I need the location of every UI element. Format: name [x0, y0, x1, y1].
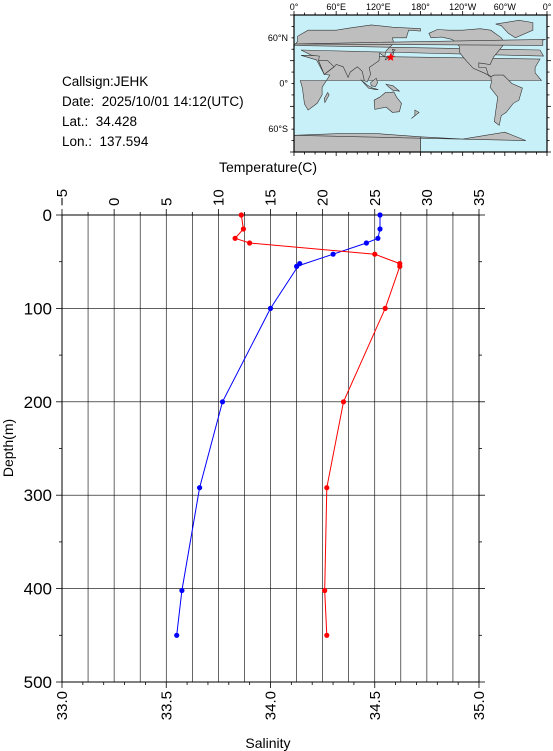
salinity-axis-label: Salinity	[245, 735, 290, 751]
salinity-point	[382, 305, 388, 311]
temperature-tick-label: 20	[315, 189, 332, 206]
temperature-point	[375, 235, 381, 241]
temperature-point	[377, 226, 383, 232]
salinity-tick-label: 34.5	[367, 691, 384, 720]
temperature-tick-label: 0	[106, 198, 123, 206]
map-lat-label: 60°N	[268, 33, 288, 43]
salinity-line	[234, 214, 401, 636]
callsign-label: Callsign:JEHK	[62, 74, 149, 89]
salinity-tick-label: 35.0	[471, 691, 488, 720]
world-map: 0° 60°E 120°E 180° 120°W 60°W 0° 60°N 0° 60°S	[268, 2, 552, 156]
depth-axis: 0 100 200 300 400 500	[24, 206, 485, 692]
salinity-tick-label: 33.5	[158, 691, 175, 720]
longitude-label: Lon.: 137.594	[62, 134, 149, 149]
temperature-tick-label: 30	[419, 189, 436, 206]
station-info: Callsign:JEHK Date: 2025/10/01 14:12(UTC…	[62, 72, 244, 152]
station-star-icon	[386, 52, 396, 62]
salinity-point	[232, 235, 238, 241]
temperature-axis: −5 0 5 10 15 20 25 30 35	[54, 189, 488, 215]
map-lon-label: 60°E	[326, 2, 346, 12]
map-lat-label: 0°	[279, 79, 288, 89]
depth-axis-label: Depth(m)	[0, 419, 16, 477]
temperature-point	[179, 587, 185, 594]
temperature-point	[197, 485, 203, 491]
map-lon-label: 120°W	[449, 2, 477, 12]
map-lon-label: 120°E	[366, 2, 391, 12]
salinity-point	[372, 251, 378, 257]
salinity-point	[324, 485, 330, 491]
salinity-point	[324, 632, 330, 638]
salinity-series	[232, 212, 403, 638]
temperature-point	[219, 399, 226, 405]
temperature-point	[267, 305, 274, 311]
salinity-tick-label: 34.0	[263, 691, 280, 720]
salinity-point	[340, 399, 347, 405]
land-mass	[489, 74, 523, 126]
map-lon-label: 60°W	[494, 2, 517, 12]
depth-tick-label: 400	[24, 580, 52, 599]
depth-tick-label: 0	[43, 206, 52, 225]
depth-tick-label: 200	[24, 393, 52, 412]
salinity-tick-label: 33.0	[54, 691, 71, 720]
temperature-tick-label: 15	[263, 189, 280, 206]
land-mass	[373, 91, 402, 113]
map-lon-label: 180°	[411, 2, 430, 12]
temperature-tick-label: 5	[158, 198, 175, 206]
land-mass	[360, 79, 379, 90]
salinity-point	[322, 587, 328, 594]
map-lon-label: 0°	[543, 2, 552, 12]
temperature-point	[174, 632, 180, 638]
temperature-tick-label: −5	[54, 189, 71, 206]
salinity-point	[247, 240, 253, 246]
temperature-axis-label: Temperature(C)	[219, 159, 317, 175]
station-marker	[386, 52, 396, 62]
depth-tick-label: 300	[24, 486, 52, 505]
land-mass	[370, 77, 378, 87]
temperature-point	[330, 251, 336, 257]
salinity-point	[238, 212, 244, 218]
temperature-tick-label: 10	[210, 189, 227, 206]
map-frame	[290, 11, 551, 156]
temperature-point	[297, 261, 303, 267]
latitude-label: Lat.: 34.428	[62, 114, 138, 129]
map-latitude-labels: 60°N 0° 60°S	[268, 33, 289, 134]
map-lon-label: 0°	[290, 2, 299, 12]
land-mass	[323, 92, 330, 104]
land-mass	[411, 109, 420, 119]
map-land	[294, 19, 546, 152]
depth-tick-label: 100	[24, 299, 52, 318]
temperature-tick-label: 25	[367, 189, 384, 206]
temperature-tick-label: 35	[471, 189, 488, 206]
land-mass	[385, 83, 401, 92]
temperature-line	[176, 215, 381, 636]
salinity-point	[397, 263, 403, 269]
chart-grid	[61, 214, 480, 683]
land-mass	[294, 131, 527, 152]
land-mass	[318, 60, 335, 75]
temperature-point	[377, 212, 383, 218]
temperature-series	[174, 212, 383, 638]
land-mass	[495, 19, 534, 39]
depth-tick-label: 500	[24, 673, 52, 692]
map-longitude-labels: 0° 60°E 120°E 180° 120°W 60°W 0°	[290, 2, 552, 12]
date-label: Date: 2025/10/01 14:12(UTC)	[62, 94, 244, 109]
salinity-point	[240, 226, 246, 232]
temperature-point	[363, 240, 369, 246]
land-mass	[295, 39, 546, 46]
salinity-axis: 33.0 33.5 34.0 34.5 35.0	[54, 682, 488, 720]
map-lat-label: 60°S	[268, 124, 288, 134]
